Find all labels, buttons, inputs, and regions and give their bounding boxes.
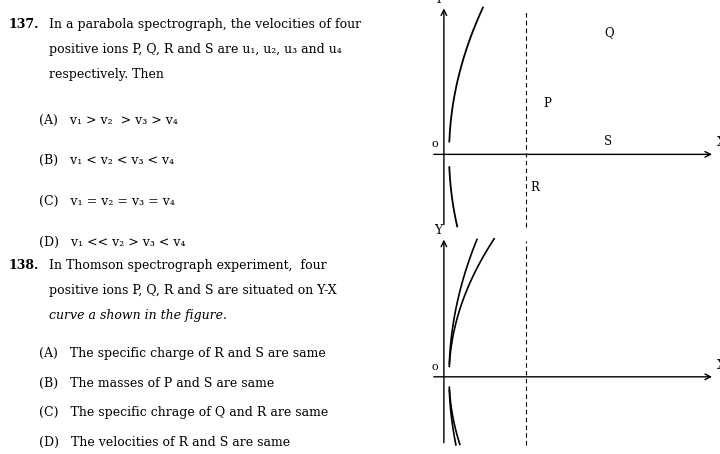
- Text: curve a shown in the figure.: curve a shown in the figure.: [49, 309, 228, 322]
- Text: 137.: 137.: [9, 18, 39, 31]
- Text: respectively. Then: respectively. Then: [49, 68, 164, 81]
- Text: (D)   The velocities of R and S are same: (D) The velocities of R and S are same: [39, 436, 289, 449]
- Text: Y: Y: [435, 224, 443, 237]
- Text: X: X: [717, 136, 720, 149]
- Text: (A)   The specific charge of R and S are same: (A) The specific charge of R and S are s…: [39, 347, 325, 360]
- Text: positive ions P, Q, R and S are u₁, u₂, u₃ and u₄: positive ions P, Q, R and S are u₁, u₂, …: [49, 43, 342, 56]
- Text: (A)   v₁ > v₂  > v₃ > v₄: (A) v₁ > v₂ > v₃ > v₄: [39, 114, 177, 127]
- Text: Q: Q: [604, 26, 614, 39]
- Text: (B)   v₁ < v₂ < v₃ < v₄: (B) v₁ < v₂ < v₃ < v₄: [39, 154, 174, 168]
- Text: X: X: [717, 359, 720, 371]
- Text: o: o: [431, 139, 438, 149]
- Text: (C)   The specific chrage of Q and R are same: (C) The specific chrage of Q and R are s…: [39, 406, 328, 419]
- Text: In Thomson spectrograph experiment,  four: In Thomson spectrograph experiment, four: [49, 259, 327, 272]
- Text: In a parabola spectrograph, the velocities of four: In a parabola spectrograph, the velociti…: [49, 18, 361, 31]
- Text: positive ions P, Q, R and S are situated on Y-X: positive ions P, Q, R and S are situated…: [49, 284, 337, 297]
- Text: S: S: [604, 135, 612, 148]
- Text: P: P: [543, 97, 551, 110]
- Text: (B)   The masses of P and S are same: (B) The masses of P and S are same: [39, 377, 274, 390]
- Text: o: o: [431, 361, 438, 371]
- Text: (C)   v₁ = v₂ = v₃ = v₄: (C) v₁ = v₂ = v₃ = v₄: [39, 195, 174, 208]
- Text: 138.: 138.: [9, 259, 39, 272]
- Text: (D)   v₁ << v₂ > v₃ < v₄: (D) v₁ << v₂ > v₃ < v₄: [39, 236, 185, 249]
- Text: Y: Y: [435, 0, 443, 5]
- Text: R: R: [531, 181, 539, 194]
